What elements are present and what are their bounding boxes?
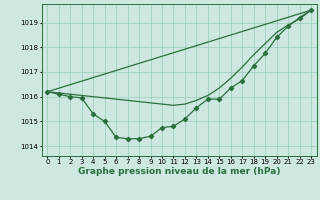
- X-axis label: Graphe pression niveau de la mer (hPa): Graphe pression niveau de la mer (hPa): [78, 167, 280, 176]
